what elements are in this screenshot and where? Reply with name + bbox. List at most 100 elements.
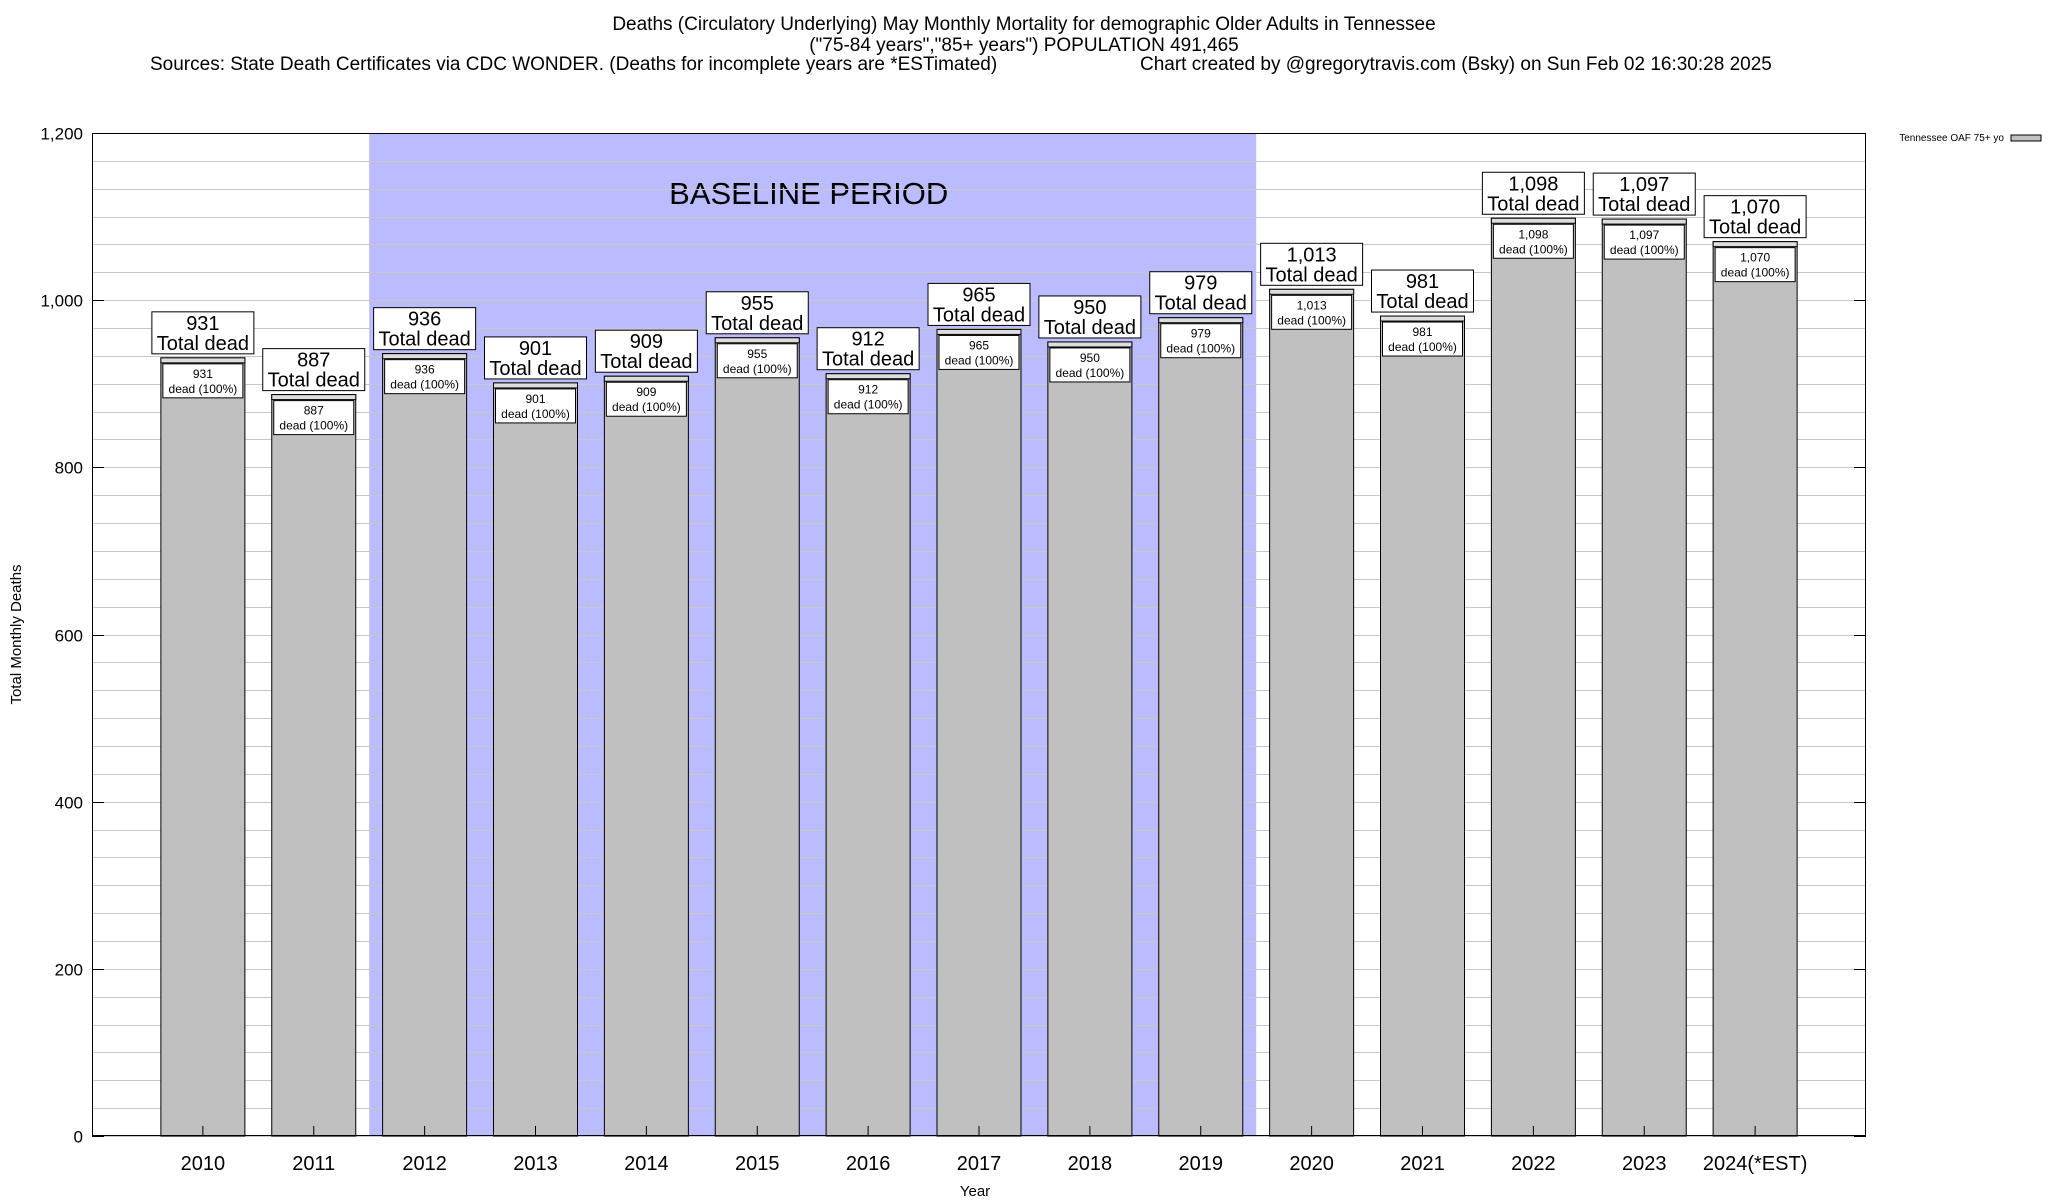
total-value-label: 909 xyxy=(630,331,663,353)
inner-value-label: 955 xyxy=(747,347,767,361)
total-dead-label: Total dead xyxy=(933,304,1025,326)
total-dead-label: Total dead xyxy=(600,351,692,373)
total-dead-label: Total dead xyxy=(1598,194,1690,216)
inner-pct-label: dead (100%) xyxy=(1499,242,1568,256)
x-tick-label: 2019 xyxy=(1179,1153,1224,1175)
total-value-label: 1,098 xyxy=(1508,173,1558,195)
bar-cap xyxy=(493,382,578,389)
total-value-label: 1,070 xyxy=(1730,197,1780,219)
title-line-2: ("75-84 years","85+ years") POPULATION 4… xyxy=(809,35,1239,56)
x-tick-label: 2013 xyxy=(513,1153,558,1175)
total-dead-label: Total dead xyxy=(157,333,249,355)
x-tick-label: 2018 xyxy=(1068,1153,1113,1175)
x-tick-label: 2024(*EST) xyxy=(1703,1153,1808,1175)
inner-label-box xyxy=(1271,294,1353,330)
total-value-label: 887 xyxy=(297,350,330,372)
sources-note: Sources: State Death Certificates via CD… xyxy=(150,54,998,75)
bar xyxy=(1380,315,1465,1137)
y-tick-label: 600 xyxy=(55,627,83,646)
total-value-label: 979 xyxy=(1184,273,1217,295)
total-value-label: 950 xyxy=(1073,297,1106,319)
inner-value-label: 981 xyxy=(1412,325,1432,339)
x-tick-label: 2011 xyxy=(292,1153,335,1175)
total-label-box xyxy=(705,291,809,335)
bar xyxy=(1269,288,1355,1137)
total-label-box xyxy=(1038,295,1142,339)
total-label-box xyxy=(262,348,366,392)
total-value-label: 965 xyxy=(962,284,995,306)
inner-label-box xyxy=(273,400,355,436)
total-dead-label: Total dead xyxy=(1265,264,1357,286)
inner-pct-label: dead (100%) xyxy=(390,378,459,392)
bar xyxy=(714,337,800,1137)
total-value-label: 912 xyxy=(851,329,884,351)
inner-label-box xyxy=(1049,347,1131,383)
bar-cap xyxy=(1380,315,1465,322)
inner-value-label: 950 xyxy=(1080,351,1100,365)
total-dead-label: Total dead xyxy=(378,329,470,351)
inner-value-label: 909 xyxy=(636,385,656,399)
total-label-box xyxy=(1703,195,1807,239)
inner-value-label: 931 xyxy=(193,367,213,381)
baseline-label: BASELINE PERIOD xyxy=(669,176,948,211)
x-tick-label: 2015 xyxy=(735,1153,780,1175)
inner-pct-label: dead (100%) xyxy=(1056,366,1125,380)
bar xyxy=(936,328,1022,1137)
total-dead-label: Total dead xyxy=(1044,317,1136,339)
x-tick-label: 2016 xyxy=(846,1153,891,1175)
total-dead-label: Total dead xyxy=(1376,291,1468,313)
inner-pct-label: dead (100%) xyxy=(1277,313,1346,327)
bar-cap xyxy=(1047,341,1133,348)
total-dead-label: Total dead xyxy=(489,358,581,380)
total-dead-label: Total dead xyxy=(1709,217,1801,239)
x-tick-label: 2023 xyxy=(1622,1153,1667,1175)
y-tick-label: 1,200 xyxy=(40,125,83,144)
total-value-label: 931 xyxy=(186,313,219,335)
bar-cap xyxy=(936,328,1022,335)
inner-value-label: 887 xyxy=(304,404,324,418)
bar xyxy=(160,357,246,1137)
inner-value-label: 965 xyxy=(969,338,989,352)
bar-cap xyxy=(603,375,689,382)
inner-value-label: 1,013 xyxy=(1297,298,1327,312)
total-label-box xyxy=(484,336,587,380)
total-label-box xyxy=(373,307,477,351)
total-value-label: 1,097 xyxy=(1619,174,1669,196)
title-line-1: Deaths (Circulatory Underlying) May Mont… xyxy=(612,14,1436,35)
y-tick-label: 800 xyxy=(55,459,83,478)
inner-label-box xyxy=(384,359,466,395)
x-tick-label: 2010 xyxy=(181,1153,226,1175)
inner-pct-label: dead (100%) xyxy=(1721,266,1790,280)
total-dead-label: Total dead xyxy=(268,370,360,392)
inner-pct-label: dead (100%) xyxy=(612,400,681,414)
total-label-box xyxy=(1592,172,1696,216)
inner-label-box xyxy=(827,379,909,415)
total-label-box xyxy=(1371,269,1474,313)
y-tick-label: 0 xyxy=(74,1128,83,1147)
inner-pct-label: dead (100%) xyxy=(1166,342,1235,356)
chart-credit: Chart created by @gregorytravis.com (Bsk… xyxy=(1140,54,1772,75)
plot-frame xyxy=(92,133,1866,1136)
inner-label-box xyxy=(162,363,244,399)
bar-cap xyxy=(1712,241,1798,248)
inner-value-label: 979 xyxy=(1191,327,1211,341)
inner-value-label: 1,070 xyxy=(1740,251,1770,265)
inner-pct-label: dead (100%) xyxy=(834,398,903,412)
x-tick-label: 2017 xyxy=(957,1153,1002,1175)
total-label-box xyxy=(1481,171,1585,215)
chart-title: Deaths (Circulatory Underlying) May Mont… xyxy=(0,14,2048,56)
inner-label-box xyxy=(1714,247,1796,283)
bar-cap xyxy=(382,353,468,360)
inner-label-box xyxy=(1492,223,1574,259)
bar xyxy=(493,382,578,1137)
total-value-label: 1,013 xyxy=(1287,244,1337,266)
total-value-label: 936 xyxy=(408,309,441,331)
inner-value-label: 936 xyxy=(415,363,435,377)
y-tick-label: 400 xyxy=(55,794,83,813)
inner-value-label: 901 xyxy=(525,392,545,406)
bar-cap xyxy=(714,337,800,344)
inner-label-box xyxy=(1603,224,1685,260)
bar-cap xyxy=(271,394,357,401)
total-value-label: 981 xyxy=(1406,271,1439,293)
